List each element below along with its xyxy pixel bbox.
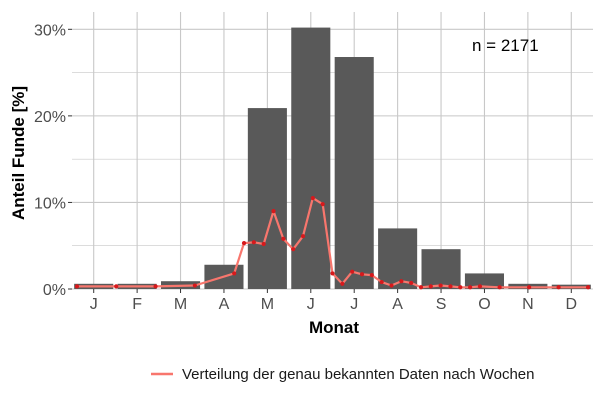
weekly-point-29 <box>477 284 483 289</box>
weekly-point-7 <box>261 241 266 247</box>
weekly-line <box>76 197 589 289</box>
weekly-point-27 <box>458 285 463 290</box>
weekly-point-20 <box>389 283 394 288</box>
weekly-point-31 <box>527 285 532 290</box>
weekly-point-28 <box>468 285 473 290</box>
bar-7 <box>378 228 418 289</box>
bar-9 <box>464 273 504 289</box>
x-tick-label-0: J <box>90 296 98 313</box>
weekly-point-2 <box>153 284 158 289</box>
weekly-point-3 <box>192 283 197 288</box>
y-axis-title: Anteil Funde [%] <box>9 86 28 220</box>
weekly-point-30 <box>497 285 502 290</box>
x-tick-label-9: O <box>478 296 490 313</box>
bar-4 <box>247 108 287 289</box>
weekly-point-23 <box>418 285 424 290</box>
weekly-point-19 <box>379 279 384 285</box>
weekly-point-26 <box>448 284 453 289</box>
weekly-point-16 <box>350 269 355 274</box>
y-tick-label-0: 0% <box>43 282 66 299</box>
weekly-point-5 <box>241 241 247 246</box>
weekly-point-17 <box>359 272 365 277</box>
y-tick-label-3: 30% <box>34 22 66 39</box>
weekly-point-33 <box>585 285 591 290</box>
weekly-point-0 <box>74 284 80 289</box>
x-tick-label-7: A <box>392 296 403 313</box>
y-tick-label-2: 20% <box>34 109 66 126</box>
bars <box>74 27 591 290</box>
x-tick-label-3: A <box>219 296 230 313</box>
x-tick-label-11: D <box>566 296 578 313</box>
weekly-point-18 <box>369 273 374 278</box>
weekly-point-1 <box>114 284 119 289</box>
legend-label: Verteilung der genau bekannten Daten nac… <box>182 366 535 383</box>
bar-5 <box>291 27 331 290</box>
x-tick-label-8: S <box>436 296 447 313</box>
weekly-line-layer <box>74 196 591 290</box>
weekly-point-13 <box>320 202 325 207</box>
weekly-point-14 <box>330 271 335 276</box>
weekly-point-6 <box>251 240 256 245</box>
y-tick-label-1: 10% <box>34 195 66 212</box>
y-axis-ticks: 0% 10% 20% 30% <box>34 22 72 299</box>
x-tick-label-5: J <box>307 296 315 313</box>
weekly-point-12 <box>310 196 315 201</box>
weekly-point-15 <box>340 281 345 286</box>
weekly-point-11 <box>300 234 306 239</box>
weekly-point-8 <box>271 208 276 214</box>
x-tick-label-4: M <box>261 296 274 313</box>
weekly-point-4 <box>232 271 237 276</box>
weekly-point-9 <box>281 236 286 241</box>
weekly-point-21 <box>399 279 404 284</box>
annotation-n: n = 2171 <box>472 36 539 55</box>
weekly-point-24 <box>428 284 433 289</box>
x-tick-label-6: J <box>350 296 358 313</box>
weekly-point-25 <box>438 283 443 288</box>
x-tick-label-10: N <box>522 296 534 313</box>
weekly-point-22 <box>409 280 414 286</box>
weekly-point-32 <box>556 285 561 290</box>
x-tick-label-2: M <box>174 296 187 313</box>
x-axis-title: Monat <box>309 318 359 337</box>
bar-8 <box>421 249 461 289</box>
bar-6 <box>334 57 374 290</box>
legend: Verteilung der genau bekannten Daten nac… <box>151 366 535 383</box>
x-tick-label-1: F <box>132 296 142 313</box>
weekly-point-10 <box>291 247 296 252</box>
